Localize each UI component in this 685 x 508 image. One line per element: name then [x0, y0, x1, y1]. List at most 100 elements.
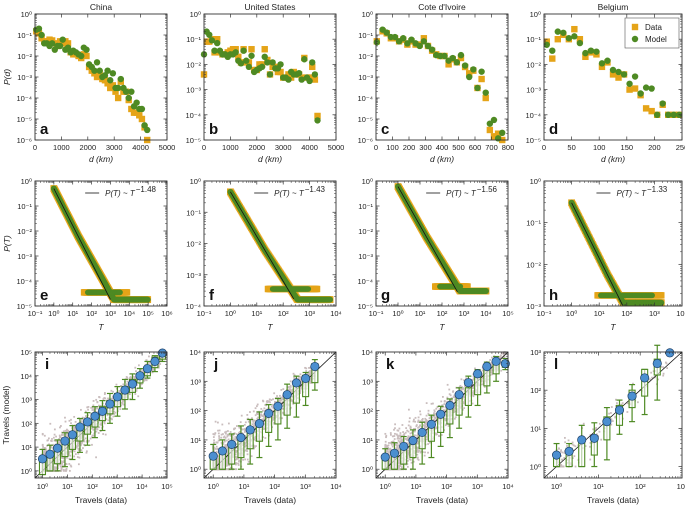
scatter-point [64, 429, 67, 432]
scatter-point [84, 415, 87, 417]
panel-a: China 0 1000 2000 3000 4000 5000 10⁻⁶ 10⁻⁵ 10⁻⁴ 10… [2, 2, 175, 164]
scatter-point [92, 404, 95, 407]
x-axis-label: T [98, 322, 104, 332]
scatter-point [129, 397, 132, 400]
data-point [609, 71, 617, 78]
scatter-point [110, 398, 113, 400]
scatter-point [83, 440, 85, 443]
y-tick-label: 10⁻¹ [526, 35, 541, 44]
y-tick-label: 10⁰ [190, 10, 201, 19]
y-tick-label: 10⁻⁴ [185, 111, 201, 120]
data-point [309, 63, 316, 71]
model-point [305, 286, 312, 292]
scatter-point [62, 468, 65, 471]
data-point [648, 107, 655, 115]
scatter-point [128, 393, 131, 396]
scatter-point [74, 428, 77, 431]
x-tick-label: 10³ [112, 482, 123, 491]
x-tick-label: 300 [419, 143, 432, 152]
scatter-point [87, 408, 89, 411]
data-point [311, 76, 319, 83]
data-point [313, 285, 321, 293]
scatter-point [100, 424, 103, 426]
scatter-point [75, 440, 78, 443]
model-point [670, 111, 677, 119]
scatter-point [60, 468, 63, 470]
mean-point [52, 443, 63, 453]
scatter-point [66, 428, 68, 431]
scatter-point [61, 463, 63, 465]
x-tick-label: 10⁰ [392, 309, 403, 318]
model-point [499, 129, 506, 137]
x-tick-label: 100 [386, 143, 399, 152]
model-point [665, 111, 672, 119]
model-point [144, 296, 151, 303]
scatter-point [65, 430, 68, 432]
scatter-point [69, 464, 72, 467]
scatter-point [62, 430, 65, 433]
x-tick-label: 800 [502, 143, 515, 152]
model-point [117, 75, 125, 83]
legend-data-label: Data [645, 23, 662, 32]
x-tick-label: 150 [621, 143, 634, 152]
x-tick-label: 500 [452, 143, 465, 152]
x-tick-label: 0 [202, 143, 206, 152]
y-tick-label: 10⁻³ [186, 86, 201, 95]
scatter-point [85, 450, 88, 453]
model-point [206, 31, 213, 38]
panel-h: 10⁻¹ 10⁰ 10¹ 10² 10³ 10⁴ 10⁻³ 10⁻² 10⁻¹ 10⁰ P(T) ~… [526, 177, 685, 332]
model-point [576, 39, 584, 47]
panel-e-frame [34, 180, 168, 307]
data-point [277, 68, 284, 76]
scatter-point [80, 420, 82, 423]
model-point [133, 99, 140, 106]
model-point [400, 35, 407, 42]
x-tick-label: 10³ [105, 309, 116, 318]
x-tick-label: 10⁶ [161, 309, 172, 318]
model-point [243, 57, 250, 64]
scatter-point [79, 444, 82, 447]
x-tick-label: 3000 [106, 143, 123, 152]
model-point [327, 296, 334, 303]
scatter-point [50, 446, 52, 449]
model-point [620, 71, 628, 78]
scatter-point [52, 436, 55, 439]
model-point [125, 94, 132, 102]
legend-fit-label: P(T) ~ T [446, 189, 477, 198]
model-point [298, 76, 305, 83]
legend-fit-exponent: −1.43 [305, 185, 326, 194]
scatter-point [96, 407, 98, 410]
model-point [141, 122, 148, 129]
scatter-point [60, 434, 63, 436]
scatter-point [151, 367, 154, 370]
scatter-point [111, 398, 114, 400]
scatter-point [53, 439, 56, 442]
scatter-point [54, 466, 57, 469]
model-point [604, 57, 611, 64]
scatter-point [73, 426, 76, 429]
data-point [554, 36, 561, 43]
scatter-point [135, 387, 138, 390]
scatter-point [47, 437, 50, 440]
scatter-point [66, 435, 69, 438]
y-tick-label: 10⁻¹ [186, 208, 201, 217]
y-tick-label: 10⁻² [186, 60, 201, 69]
data-point [136, 112, 143, 119]
model-point [295, 69, 303, 77]
y-tick-label: 10⁻⁶ [358, 136, 373, 145]
model-point [483, 287, 489, 294]
data-point [128, 105, 135, 113]
x-axis-label: d (km) [430, 154, 454, 164]
scatter-point [59, 465, 62, 468]
x-axis-label: T [267, 322, 273, 332]
mean-point [127, 379, 137, 389]
scatter-point [48, 443, 50, 446]
scatter-point [118, 390, 121, 392]
model-point [311, 71, 319, 78]
scatter-point [72, 449, 74, 452]
panel-i: 10⁰ 10¹ 10² 10³ 10⁴ 10⁵10⁰10¹10²10³10⁴10⁵Trav… [1, 348, 173, 505]
scatter-point [57, 463, 59, 466]
data-point [486, 126, 494, 134]
scatter-point [53, 428, 56, 431]
scatter-point [128, 392, 131, 395]
